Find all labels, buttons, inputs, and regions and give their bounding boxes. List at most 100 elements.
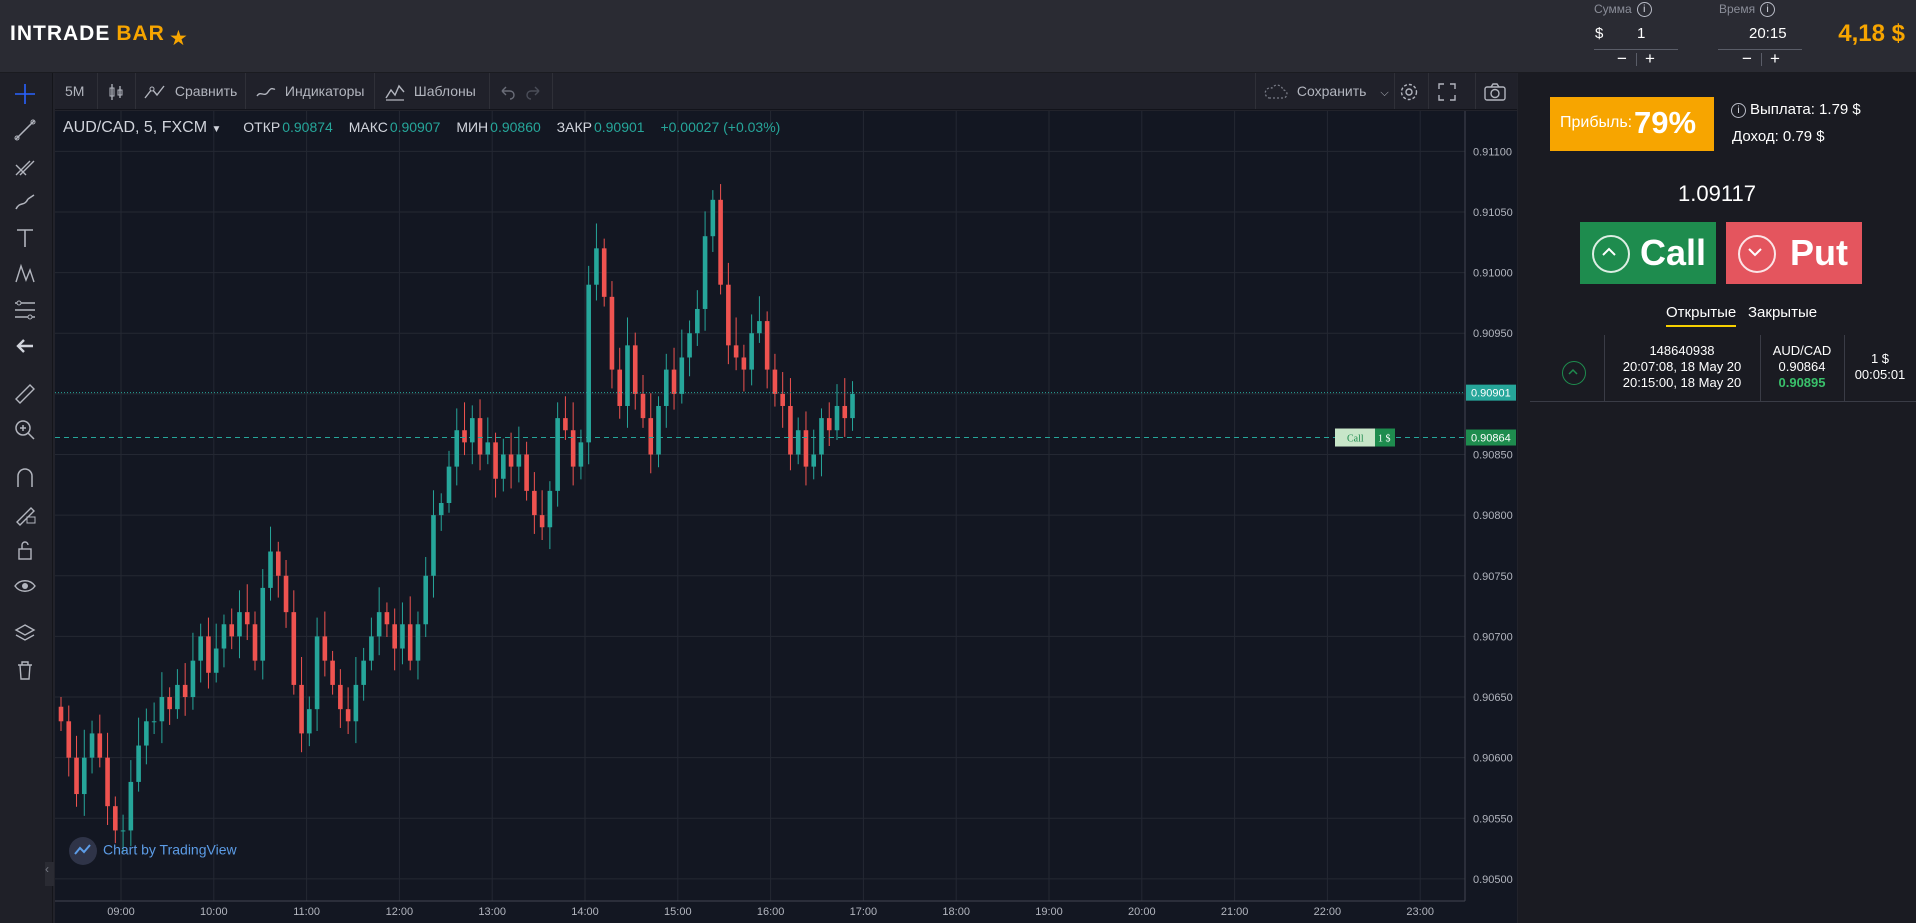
candle-body — [695, 308, 700, 334]
candle-body — [718, 199, 723, 285]
settings-gear-icon[interactable] — [1398, 73, 1420, 109]
zoom-in-icon[interactable] — [12, 417, 38, 443]
amount-input[interactable]: 1 — [1637, 25, 1646, 42]
trash-icon[interactable] — [12, 657, 38, 683]
candle-body — [338, 684, 343, 710]
close-label: ЗАКР — [556, 119, 592, 135]
compare-label: Сравнить — [174, 83, 238, 99]
redo-icon[interactable] — [525, 73, 543, 109]
time-underline — [1718, 49, 1802, 50]
call-button[interactable]: Call — [1580, 222, 1716, 284]
candle-body — [113, 806, 118, 831]
templates-label: Шаблоны — [413, 83, 476, 99]
unlock-icon[interactable] — [12, 537, 38, 563]
put-button[interactable]: Put — [1726, 222, 1862, 284]
time-input[interactable]: 20:15 — [1749, 25, 1787, 42]
templates-button[interactable]: Шаблоны — [384, 73, 476, 109]
time-decrease-button[interactable]: − — [1742, 49, 1752, 68]
chart-area[interactable]: 0.911000.910500.910000.909500.909000.908… — [55, 111, 1517, 923]
current-price-tag-text: 0.90901 — [1471, 388, 1511, 400]
candle-body — [283, 575, 289, 613]
time-label: Время i — [1719, 2, 1776, 18]
candle-body — [237, 612, 242, 637]
interval-button[interactable]: 5M — [65, 83, 85, 99]
time-info-icon[interactable]: i — [1760, 2, 1776, 18]
save-button[interactable]: Сохранить ⌵ — [1263, 73, 1389, 109]
lock-drawings-icon[interactable] — [12, 501, 38, 527]
pattern-icon[interactable] — [12, 261, 38, 287]
candle-body — [74, 757, 79, 795]
amount-label: Сумма i — [1594, 2, 1652, 18]
candle-body — [159, 697, 165, 722]
price-chart[interactable]: 0.911000.910500.910000.909500.909000.908… — [55, 111, 1517, 923]
layers-icon[interactable] — [12, 621, 38, 647]
time-increase-button[interactable]: + — [1770, 49, 1780, 68]
candle-body — [198, 636, 203, 661]
tradingview-credit-text: Chart by TradingView — [103, 841, 237, 858]
tradingview-logo-icon — [69, 837, 97, 865]
compare-button[interactable]: Сравнить — [143, 73, 237, 109]
fullscreen-icon[interactable] — [1437, 73, 1457, 109]
x-axis-tick-label: 16:00 — [757, 906, 785, 918]
collapse-toolbar-button[interactable]: ‹ — [45, 862, 54, 886]
x-axis-tick-label: 12:00 — [386, 906, 414, 918]
candle-body — [275, 551, 281, 576]
amount-increase-button[interactable]: + — [1645, 49, 1655, 68]
payout-text: Выплата: 1.79 $ — [1750, 101, 1861, 118]
candle-body — [120, 830, 126, 832]
call-marker-amount: 1 $ — [1378, 434, 1391, 445]
call-label: Call — [1640, 232, 1707, 273]
table-row[interactable]: 148640938 20:07:08, 18 May 20 20:15:00, … — [1530, 335, 1916, 402]
crosshair-icon[interactable] — [12, 81, 38, 107]
drawing-toolbar — [0, 73, 53, 923]
back-arrow-icon[interactable] — [12, 333, 38, 359]
candle-body — [268, 551, 273, 588]
candle-body — [563, 418, 568, 431]
camera-icon[interactable] — [1483, 73, 1507, 109]
y-axis-tick-label: 0.90850 — [1473, 449, 1513, 461]
candle-body — [407, 624, 413, 661]
low-value: 0.90860 — [490, 119, 541, 135]
symbol-selector[interactable]: AUD/CAD, 5, FXCM ▼ — [63, 119, 222, 136]
change-value: +0.00027 (+0.03%) — [660, 119, 781, 135]
undo-icon[interactable] — [498, 73, 516, 109]
top-bar: INTRADE BAR ★ Сумма i $ 1 − + Время i 20:15… — [0, 0, 1916, 73]
candle-body — [648, 418, 654, 455]
pitchfork-icon[interactable] — [12, 153, 38, 179]
candle-body — [105, 757, 110, 807]
favorite-star-icon[interactable]: ★ — [169, 27, 188, 50]
candle-body — [726, 284, 731, 346]
candle-body — [741, 357, 747, 370]
amount-info-icon[interactable]: i — [1636, 2, 1652, 18]
fib-retracement-icon[interactable] — [12, 297, 38, 323]
trend-line-icon[interactable] — [12, 117, 38, 143]
y-axis-tick-label: 0.90600 — [1473, 753, 1513, 765]
tab-open-trades[interactable]: Открытые — [1666, 304, 1737, 327]
logo: INTRADE BAR — [10, 22, 165, 45]
candle-body — [539, 515, 545, 528]
tab-closed-trades[interactable]: Закрытые — [1748, 304, 1818, 321]
eye-icon[interactable] — [12, 573, 38, 599]
candle-body — [780, 393, 785, 406]
candle-body — [834, 405, 840, 431]
x-axis-tick-label: 23:00 — [1406, 906, 1434, 918]
candle-type-icon[interactable] — [107, 73, 125, 109]
payout-info-icon[interactable]: i — [1731, 102, 1746, 118]
trade-amount: 1 $ — [1870, 351, 1890, 366]
amount-decrease-button[interactable]: − — [1617, 49, 1627, 68]
save-label: Сохранить — [1296, 83, 1367, 99]
brush-icon[interactable] — [12, 189, 38, 215]
chart-legend: AUD/CAD, 5, FXCM ▼ ОТКР 0.90874 МАКС 0.909… — [63, 119, 780, 137]
tradingview-credit[interactable]: Chart by TradingView — [69, 837, 237, 865]
candle-body — [415, 624, 421, 661]
candle-body — [687, 333, 692, 358]
indicators-button[interactable]: Индикаторы — [255, 73, 364, 109]
chevron-up-icon — [1592, 235, 1630, 273]
candle-body — [190, 660, 196, 698]
profit-label: Прибыль: — [1560, 114, 1633, 131]
ruler-icon[interactable] — [12, 381, 38, 407]
candle-body — [144, 721, 149, 746]
text-tool-icon[interactable] — [12, 225, 38, 251]
candle-body — [128, 781, 134, 831]
magnet-icon[interactable] — [12, 465, 38, 491]
